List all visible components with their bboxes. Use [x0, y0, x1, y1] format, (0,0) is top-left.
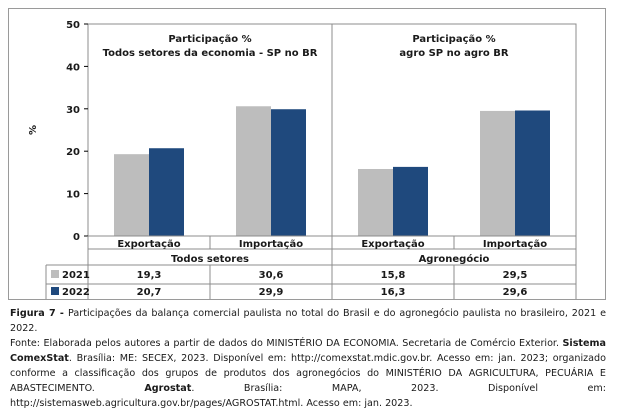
group-title-line2: Todos setores da economia - SP no BR	[103, 48, 318, 59]
y-axis-label: %	[28, 125, 39, 135]
source-bold-2: Agrostat	[144, 383, 192, 394]
data-value-label: 29,9	[259, 287, 284, 298]
legend-swatch-2021	[51, 270, 59, 278]
legend-label: 2021	[62, 270, 90, 281]
data-value-label: 15,8	[381, 270, 406, 281]
group-title-line1: Participação %	[412, 34, 495, 45]
figure-caption: Figura 7 - Participações da balança come…	[10, 306, 606, 411]
y-tick-label: 0	[73, 232, 80, 243]
bar-2022	[271, 109, 306, 236]
category-label: Exportação	[117, 239, 180, 250]
y-tick-label: 40	[66, 62, 80, 73]
y-tick-label: 30	[66, 105, 80, 116]
bar-2022	[515, 110, 550, 236]
source-text-3: . Brasília: MAPA, 2023. Disponível em: h…	[10, 383, 606, 409]
source-bold-1: Sistema ComexStat	[10, 338, 606, 364]
bar-2022	[393, 166, 428, 236]
data-value-label: 30,6	[259, 270, 284, 281]
bar-2021	[480, 110, 515, 236]
group-label: Agronegócio	[419, 253, 490, 265]
data-value-label: 16,3	[381, 287, 406, 298]
category-label: Importação	[239, 239, 303, 250]
figure-text: Participações da balança comercial pauli…	[10, 308, 607, 334]
bar-2021	[236, 106, 271, 236]
bar-2021	[358, 169, 393, 236]
category-label: Importação	[483, 239, 547, 250]
bar-2022	[149, 148, 184, 236]
data-value-label: 19,3	[137, 270, 162, 281]
source-text-1: Fonte: Elaborada pelos autores a partir …	[10, 338, 563, 349]
figure-label: Figura 7 -	[10, 308, 69, 319]
legend-swatch-2022	[51, 287, 59, 295]
data-value-label: 29,6	[503, 287, 528, 298]
bar-chart: 0 10 20 30 40 50% Participação % Todos setores …	[28, 20, 577, 299]
y-tick-label: 50	[66, 20, 80, 31]
chart-frame	[8, 8, 606, 300]
group-title-line2: agro SP no agro BR	[399, 48, 508, 59]
source-text-2: . Brasília: ME: SECEX, 2023. Disponível …	[10, 353, 606, 394]
data-value-label: 29,5	[503, 270, 528, 281]
group-label: Todos setores	[171, 254, 249, 265]
data-value-label: 20,7	[137, 287, 162, 298]
y-tick-label: 20	[66, 147, 80, 158]
group-title-line1: Participação %	[168, 34, 251, 45]
category-label: Exportação	[361, 239, 424, 250]
legend-label: 2022	[62, 287, 90, 298]
y-tick-label: 10	[66, 190, 80, 201]
bar-2021	[114, 154, 149, 236]
